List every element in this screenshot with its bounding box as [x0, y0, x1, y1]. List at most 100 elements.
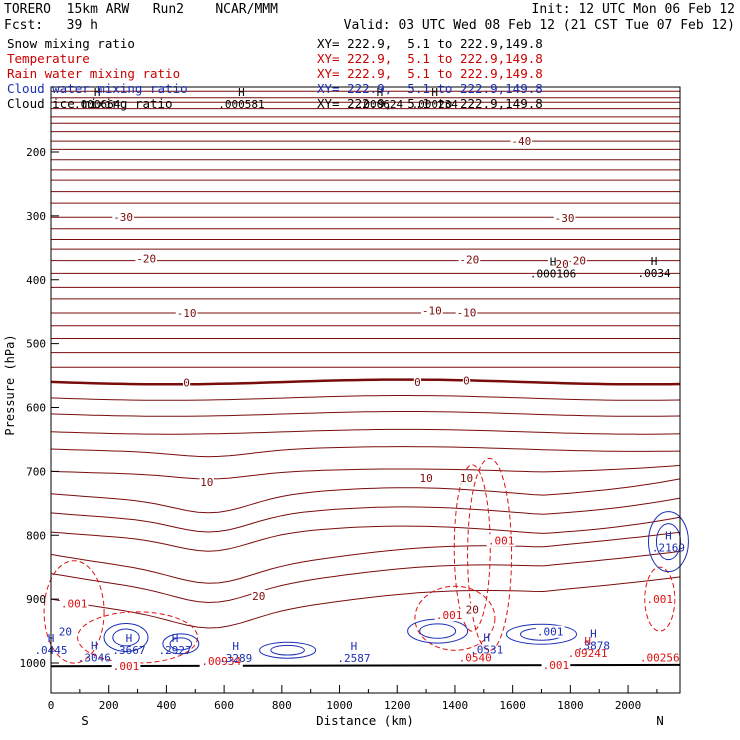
- isotherm-line: [50, 478, 681, 514]
- x-tick-label: 1200: [384, 699, 411, 712]
- y-tick-label: 300: [26, 210, 46, 223]
- contour-label: -10: [177, 307, 197, 320]
- rain-contour: [414, 585, 496, 651]
- high-marker: H: [590, 627, 597, 640]
- y-tick-label: 600: [26, 402, 46, 415]
- high-marker: H: [238, 86, 245, 99]
- contour-label: 0: [183, 377, 190, 390]
- high-value: .2169: [652, 542, 685, 555]
- high-value: .000581: [218, 98, 264, 111]
- contour-label-bg: [458, 253, 481, 266]
- contour-label-bg: [421, 304, 443, 317]
- contour-label-bg: [645, 593, 675, 606]
- contour-label-bg: [638, 651, 682, 664]
- high-value: .2587: [337, 652, 370, 665]
- high-value: .09241: [568, 647, 608, 660]
- contour-label-bg: [565, 254, 587, 267]
- cloud-contour: [112, 628, 140, 647]
- y-tick-label: 800: [26, 529, 46, 542]
- cloud-contour: [407, 618, 469, 644]
- contour-label-bg: [553, 211, 576, 224]
- high-marker: H: [665, 530, 672, 543]
- x-tick-label: 200: [99, 699, 119, 712]
- high-marker: H: [351, 640, 358, 653]
- contour-label: -30: [113, 211, 133, 224]
- contour-label: 10: [200, 476, 213, 489]
- contour-label: .001: [647, 593, 674, 606]
- contour-label-bg: [465, 603, 480, 616]
- contour-label-bg: [199, 655, 243, 668]
- rain-contour: [644, 566, 676, 632]
- high-value: .3289: [219, 652, 252, 665]
- isotherm-line: [50, 531, 681, 584]
- high-marker: H: [550, 256, 557, 269]
- cloud-contour: [259, 641, 317, 659]
- cloud-contour: [270, 644, 305, 656]
- x-axis-label: Distance (km): [316, 713, 414, 728]
- high-marker: H: [232, 640, 239, 653]
- field-xy-rain: XY= 222.9, 5.1 to 222.9,149.8: [317, 66, 543, 81]
- x-tick-label: 1400: [442, 699, 469, 712]
- isotherm-line: [50, 464, 681, 480]
- high-marker: H: [651, 255, 658, 268]
- contour-label-bg: [199, 476, 215, 489]
- contour-label-bg: [462, 374, 471, 387]
- contour-label: -10: [457, 306, 477, 319]
- contour-label-bg: [175, 306, 198, 319]
- contour-label-bg: [434, 609, 464, 622]
- high-marker: H: [483, 631, 490, 644]
- isotherm-line: [50, 446, 681, 458]
- contour-label: 20: [252, 590, 265, 603]
- valid-time: Valid: 03 UTC Wed 08 Feb 12 (21 CST Tue …: [343, 18, 735, 33]
- rain-water-contours: [43, 457, 676, 664]
- x-tick-label: 1600: [499, 699, 526, 712]
- contour-label-bg: [535, 625, 565, 638]
- contour-label-bg: [183, 376, 191, 389]
- isotherm-line: [50, 550, 681, 604]
- contour-label: .0540: [459, 651, 492, 664]
- contour-label: -20: [459, 253, 479, 266]
- forecast-hour: Fcst: 39 h: [4, 18, 98, 33]
- contour-label: -30: [555, 212, 575, 225]
- contour-label-bg: [58, 625, 73, 638]
- high-value: .000624: [357, 98, 404, 111]
- high-value: .3878: [577, 639, 610, 652]
- contour-label: .001: [61, 598, 88, 611]
- contour-label: .001: [537, 626, 564, 639]
- contour-label: .001: [488, 534, 515, 547]
- cloud-contour: [506, 623, 578, 645]
- y-tick-label: 500: [26, 338, 46, 351]
- y-tick-label: 200: [26, 146, 46, 159]
- cloud-water-contours: [103, 511, 689, 659]
- y-tick-label: 1000: [20, 657, 47, 670]
- init-time: Init: 12 UTC Mon 06 Feb 12: [531, 2, 736, 17]
- rain-contour: [453, 464, 491, 632]
- high-marker: H: [584, 635, 591, 648]
- x-tick-label: 2000: [615, 699, 642, 712]
- cloud-contour: [419, 623, 457, 639]
- contour-label-bg: [135, 252, 158, 265]
- contour-label: -10: [422, 304, 442, 317]
- x-tick-label: 600: [214, 699, 234, 712]
- x-tick-label: 1800: [557, 699, 584, 712]
- isotherm-line: [50, 428, 681, 435]
- contour-label: 10: [460, 472, 473, 485]
- rain-contour: [467, 457, 513, 651]
- contour-label-bg: [457, 651, 494, 664]
- south-label: S: [81, 713, 89, 728]
- cloud-contour: [162, 633, 200, 655]
- model-title: TORERO 15km ARW Run2 NCAR/MMM: [4, 2, 278, 17]
- high-value: .0531: [470, 643, 503, 656]
- x-tick-label: 400: [156, 699, 176, 712]
- high-marker: H: [172, 632, 179, 645]
- contour-label-bg: [112, 211, 134, 224]
- contour-label: .00256: [640, 651, 680, 664]
- contour-label: 0: [463, 375, 470, 388]
- field-name-cloud-water: Cloud water mixing ratio: [7, 81, 188, 96]
- rain-contour: [77, 611, 199, 664]
- axes: 0 200 400 600 800 1000 1200 1400 1600 1800 2000200…: [20, 146, 658, 712]
- plot-frame: [50, 86, 681, 694]
- y-axis-label: Pressure (hPa): [3, 334, 17, 435]
- contour-label-bg: [59, 597, 89, 610]
